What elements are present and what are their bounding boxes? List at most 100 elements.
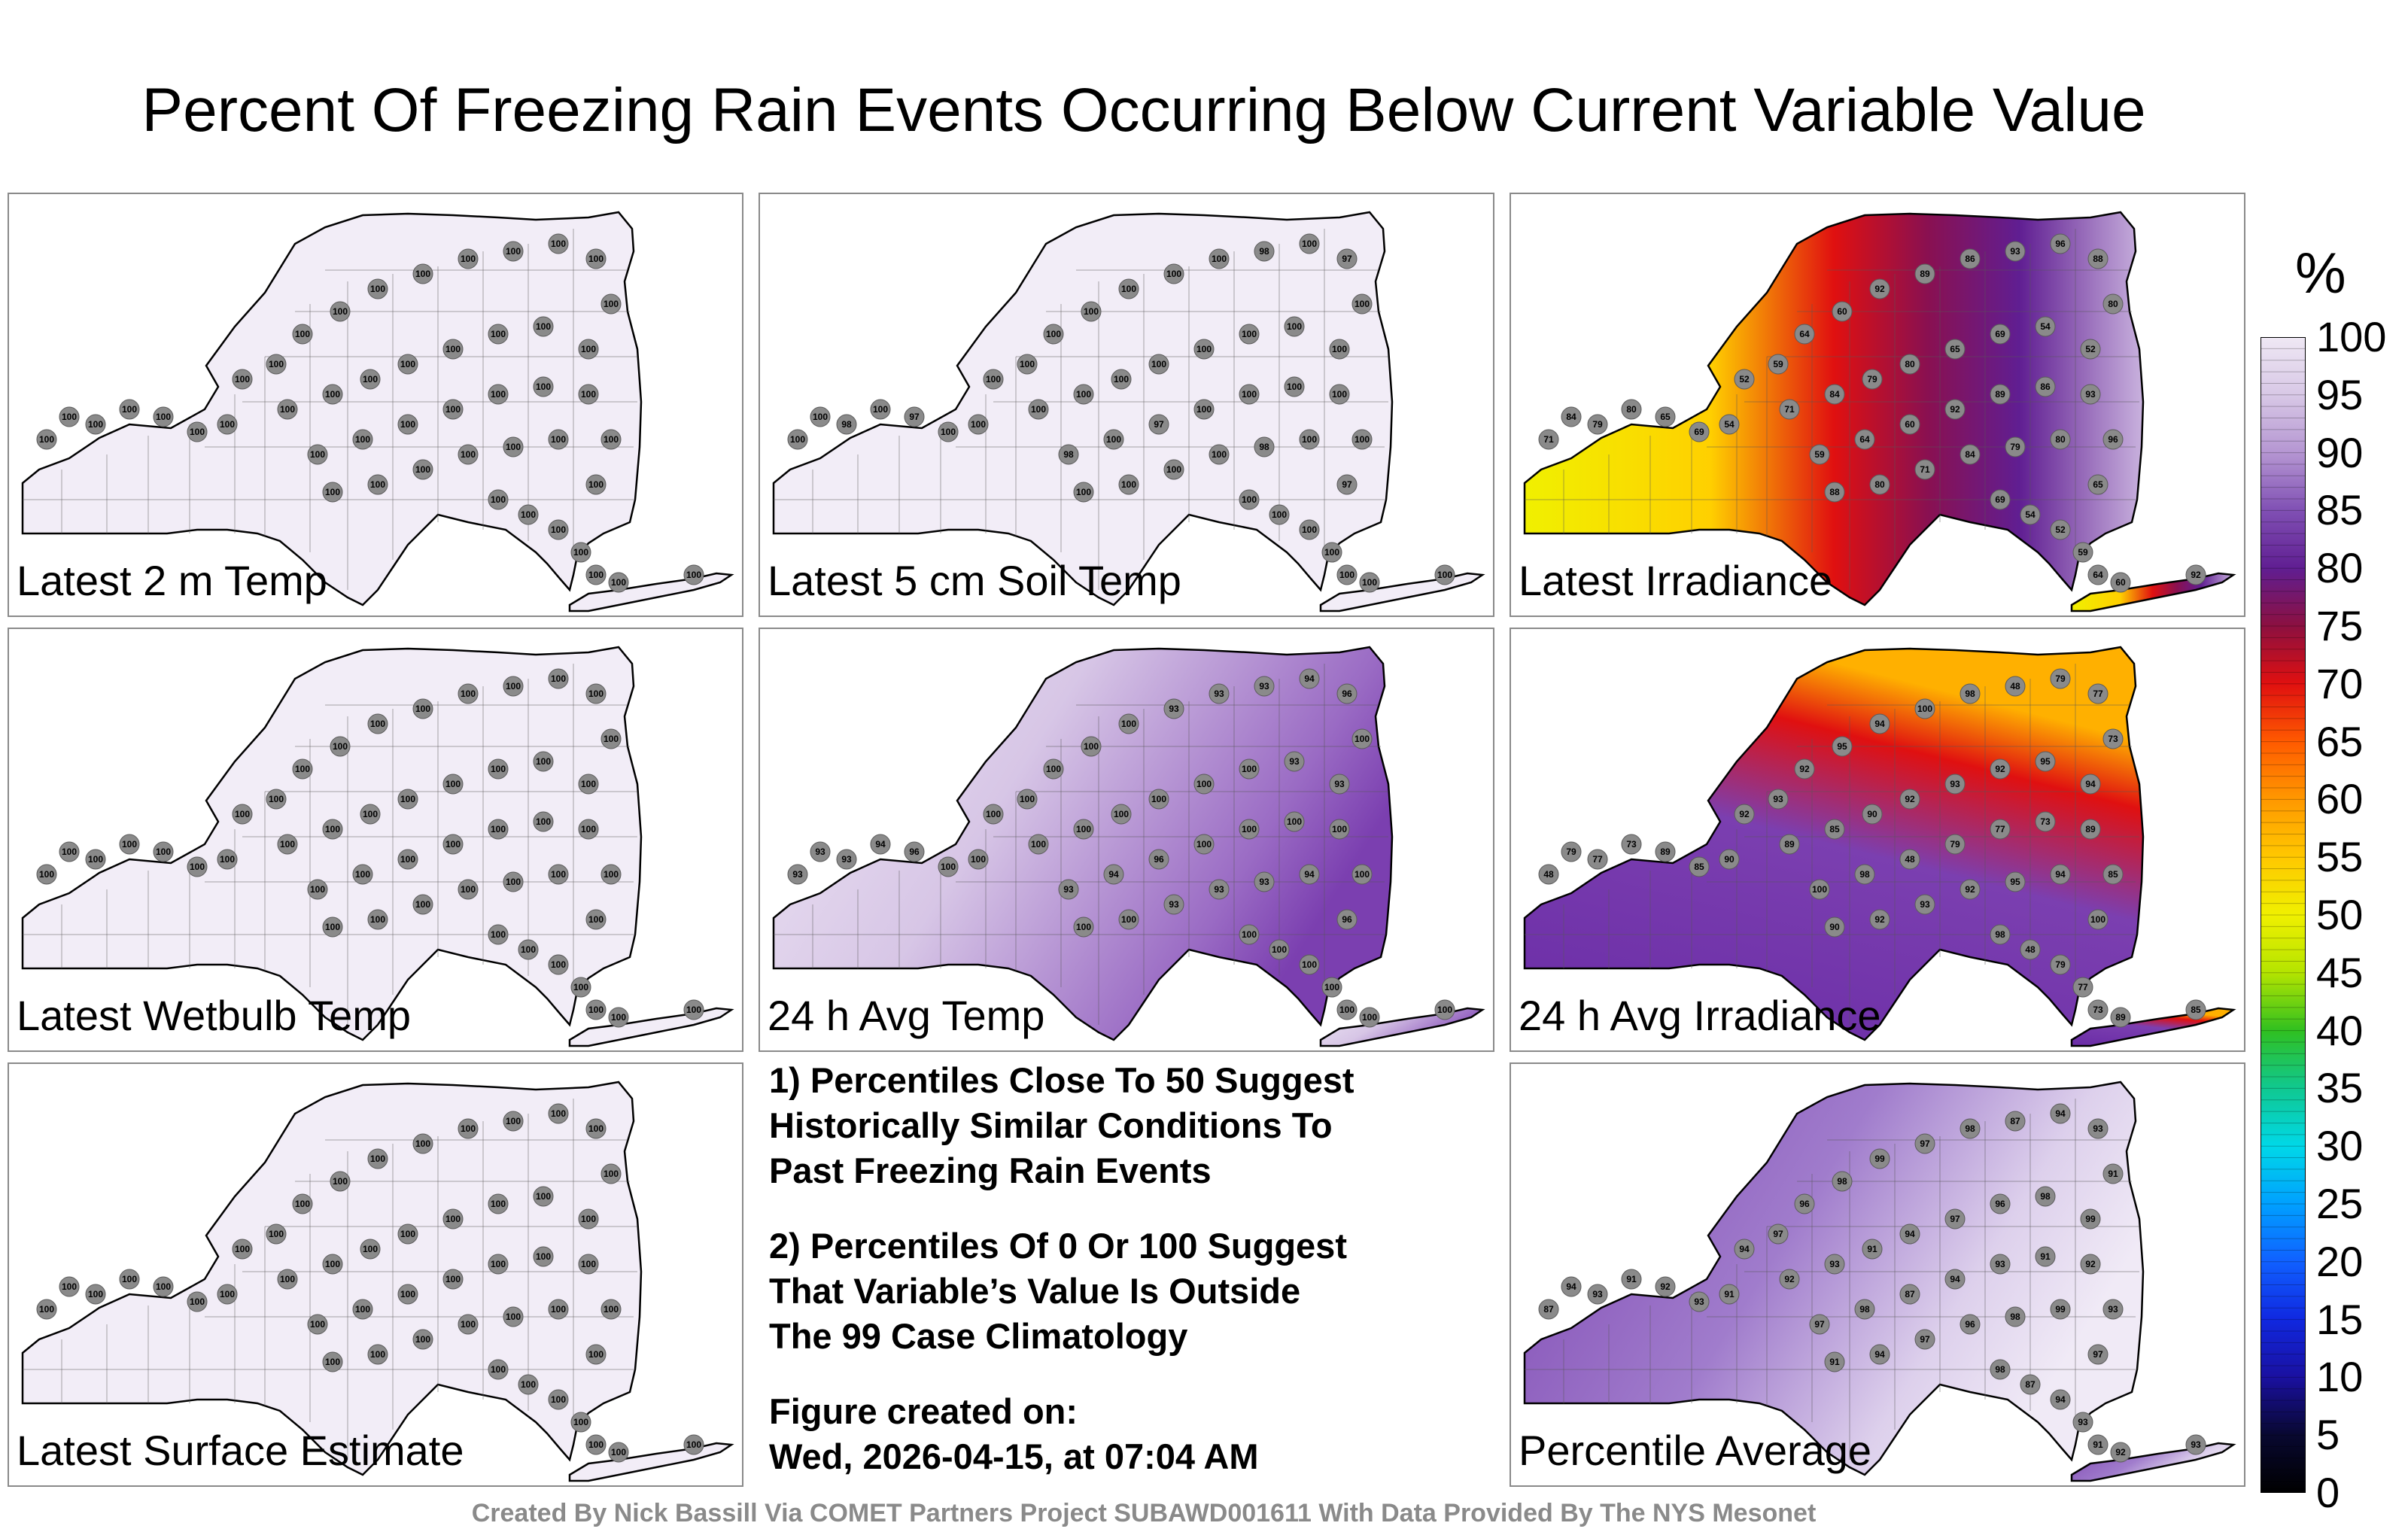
station-marker <box>1899 354 1920 375</box>
station-value: 100 <box>491 1259 506 1269</box>
station-marker <box>217 1284 238 1305</box>
station-value: 73 <box>2108 734 2118 744</box>
station-value: 100 <box>355 869 370 880</box>
station-value: 100 <box>1020 794 1035 804</box>
station-value: 100 <box>363 1244 378 1254</box>
station-marker <box>2110 1007 2131 1028</box>
station-marker <box>570 1412 591 1433</box>
station-marker <box>1824 819 1845 840</box>
station-value: 100 <box>588 1123 604 1134</box>
station-value: 100 <box>220 854 235 865</box>
station-value: 100 <box>1121 914 1136 925</box>
station-marker <box>1960 879 1981 900</box>
state-outline <box>21 646 643 1041</box>
station-value: 100 <box>1287 816 1302 827</box>
state-outline <box>21 211 643 606</box>
station-marker <box>1794 758 1815 780</box>
station-value: 100 <box>1121 284 1136 294</box>
station-value: 80 <box>1905 359 1915 369</box>
station-value: 100 <box>604 434 619 445</box>
station-marker <box>1621 1269 1642 1290</box>
colorbar-tick-label: 0 <box>2316 1469 2340 1516</box>
station-marker <box>1329 339 1350 360</box>
map-panel-6: 48 79 77 73 89 85 90 92 93 92 95 94 100 98 48 79 77 73 89 8… <box>1510 628 2245 1052</box>
station-marker <box>600 429 622 450</box>
station-value: 59 <box>2078 547 2088 558</box>
station-marker <box>533 376 554 397</box>
station-marker <box>1960 248 1981 269</box>
station-marker <box>503 1111 524 1132</box>
station-marker <box>2110 572 2131 593</box>
station-marker <box>59 1276 80 1297</box>
station-marker <box>442 1208 464 1230</box>
station-value: 96 <box>2055 239 2066 249</box>
station-marker <box>2102 293 2124 315</box>
station-value: 100 <box>1084 306 1099 317</box>
station-marker <box>1118 474 1139 495</box>
station-marker <box>2072 1412 2093 1433</box>
station-marker <box>503 241 524 262</box>
station-value: 100 <box>686 1439 701 1450</box>
station-marker <box>458 879 479 900</box>
station-value: 93 <box>1259 877 1269 887</box>
station-value: 100 <box>1339 1005 1354 1015</box>
station-marker <box>548 668 569 689</box>
station-value: 85 <box>1829 824 1840 834</box>
station-value: 92 <box>1799 764 1810 774</box>
station-marker <box>458 1118 479 1139</box>
station-value: 98 <box>1837 1176 1847 1187</box>
station-value: 87 <box>1543 1304 1554 1315</box>
station-value: 100 <box>581 1214 596 1224</box>
station-marker <box>1990 324 2011 345</box>
station-marker <box>548 429 569 450</box>
station-marker <box>683 1434 704 1455</box>
station-value: 100 <box>325 487 340 497</box>
station-marker <box>1794 1193 1815 1214</box>
station-marker <box>1809 444 1830 465</box>
station-marker <box>600 1163 622 1184</box>
station-marker <box>608 1442 629 1463</box>
station-marker <box>1824 482 1845 503</box>
station-value: 73 <box>1626 839 1637 850</box>
station-value: 98 <box>2010 1312 2020 1322</box>
station-value: 96 <box>1342 914 1352 925</box>
colorbar-tick-label: 75 <box>2316 602 2364 649</box>
station-marker <box>1734 1239 1755 1260</box>
station-value: 94 <box>2055 1394 2066 1405</box>
station-value: 73 <box>2093 1005 2103 1015</box>
station-value: 100 <box>536 1251 551 1262</box>
station-value: 100 <box>536 321 551 332</box>
station-marker <box>1862 369 1883 390</box>
panel-label: Latest Surface Estimate <box>17 1427 464 1474</box>
station-value: 100 <box>686 570 701 580</box>
station-value: 100 <box>1812 884 1827 895</box>
station-marker <box>1621 834 1642 855</box>
station-value: 100 <box>551 673 566 684</box>
station-marker <box>412 1329 433 1350</box>
station-marker <box>1239 384 1260 405</box>
station-value: 96 <box>2108 434 2118 445</box>
station-marker <box>36 864 57 885</box>
station-marker <box>1163 698 1184 719</box>
station-value: 98 <box>1259 246 1269 257</box>
station-value: 100 <box>445 839 461 850</box>
station-marker <box>585 909 607 930</box>
station-value: 98 <box>1259 442 1269 452</box>
station-marker <box>1824 384 1845 405</box>
station-marker <box>870 834 891 855</box>
station-value: 100 <box>1917 704 1932 714</box>
station-marker <box>1689 856 1710 877</box>
station-marker <box>600 1299 622 1320</box>
ny-state-map: 87 94 93 91 92 93 91 94 97 96 98 99 97 98 87 94 93 91 92 93… <box>1523 1081 2236 1482</box>
station-value: 100 <box>536 381 551 392</box>
station-marker <box>266 354 287 375</box>
station-marker <box>2087 1118 2109 1139</box>
station-marker <box>1081 736 1102 757</box>
station-value: 94 <box>1566 1281 1576 1292</box>
station-marker <box>412 263 433 284</box>
station-value: 100 <box>611 1012 626 1023</box>
station-marker <box>578 819 599 840</box>
station-value: 97 <box>1773 1229 1783 1239</box>
colorbar-tick-label: 30 <box>2316 1122 2364 1170</box>
station-value: 85 <box>2191 1005 2201 1015</box>
